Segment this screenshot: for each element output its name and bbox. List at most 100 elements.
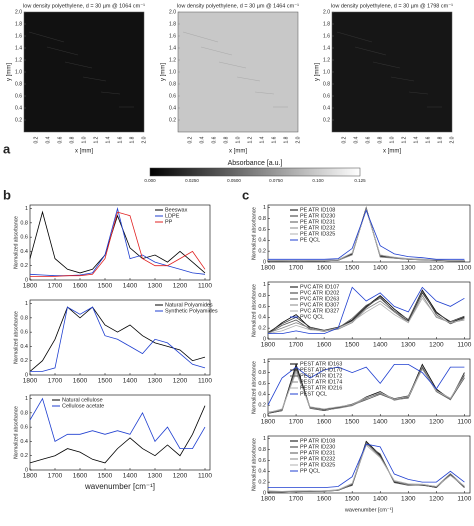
y-tick-label: 0.8 xyxy=(15,81,22,87)
y-tick-label: 0.6 xyxy=(20,425,28,431)
y-tick-label: 1.4 xyxy=(169,45,176,51)
colorbar-tick: 0.100 xyxy=(312,178,324,183)
x-tick-label: 1.6 xyxy=(117,136,123,143)
x-axis-label: x [mm] xyxy=(75,149,93,155)
y-tick-label: 0.6 xyxy=(323,93,330,99)
plot-frame xyxy=(267,204,471,263)
y-tick-label: 1 xyxy=(263,359,266,365)
y-axis-label: Normalized absorbance xyxy=(13,311,19,364)
x-tick-label: 1400 xyxy=(373,342,388,349)
x-tick-label: 1300 xyxy=(401,496,416,503)
y-axis-label: Normalized absorbance xyxy=(251,438,257,491)
spectrum-line xyxy=(30,306,206,372)
x-tick-label: 0.8 xyxy=(69,136,75,143)
spectrum-line xyxy=(268,440,465,493)
x-tick-label: 1200 xyxy=(173,378,188,385)
legend-label: PE QCL xyxy=(300,237,320,243)
y-tick-label: 0 xyxy=(263,490,266,496)
x-tick-label: 1500 xyxy=(98,283,113,290)
x-tick-label: 0.4 xyxy=(353,136,359,143)
y-tick-label: 0.8 xyxy=(258,216,266,222)
y-tick-label: 0.8 xyxy=(20,315,28,321)
x-tick-label: 1500 xyxy=(345,265,360,272)
spectrum-line xyxy=(268,209,465,260)
y-tick-label: 0.4 xyxy=(20,344,28,350)
plot-frame xyxy=(267,435,471,494)
x-tick-label: 1600 xyxy=(317,419,332,426)
legend-label: PE ATR ID230 xyxy=(300,213,335,219)
spectrum-line xyxy=(267,443,465,493)
image-texture xyxy=(82,76,107,82)
legend-label: PVC QCL xyxy=(300,314,324,320)
x-tick-label: 2.0 xyxy=(449,136,455,143)
y-tick-label: 0 xyxy=(263,259,266,265)
y-axis-label: Normalized absorbance xyxy=(13,406,19,459)
x-tick-label: 1.4 xyxy=(259,136,265,143)
y-tick-label: 0 xyxy=(263,336,266,342)
spectrum-line xyxy=(267,297,465,334)
x-tick-label: 1400 xyxy=(123,473,138,480)
x-tick-label: 1800 xyxy=(23,473,38,480)
y-tick-label: 0.2 xyxy=(20,263,28,269)
x-axis-label: wavenumber [cm⁻¹] xyxy=(84,482,155,491)
legend-label: PVC ATR ID307 xyxy=(300,302,339,308)
y-tick-label: 0.4 xyxy=(20,439,28,445)
y-tick-label: 1.0 xyxy=(323,69,330,75)
y-tick-label: 1.8 xyxy=(323,21,330,27)
legend-label: Natural Polyamides xyxy=(165,302,213,308)
image-title: low density polyethylene, d = 30 µm @ 10… xyxy=(23,3,145,9)
spectrum-line xyxy=(267,364,465,406)
y-tick-label: 0.6 xyxy=(15,93,22,99)
colorbar-tick: 0.0250 xyxy=(185,178,199,183)
legend-label: PE ATR ID232 xyxy=(300,225,335,231)
x-tick-label: 1500 xyxy=(345,419,360,426)
x-axis-label: wavenumber [cm⁻¹] xyxy=(344,507,394,513)
y-tick-label: 1.4 xyxy=(323,45,330,51)
y-axis-label: Normalized absorbance xyxy=(251,207,257,260)
y-tick-label: 1.0 xyxy=(169,69,176,75)
y-tick-label: 1 xyxy=(263,282,266,288)
spectrum-line xyxy=(267,444,465,492)
legend-label: Natural cellulose xyxy=(62,397,103,403)
y-axis-label: Normalized absorbance xyxy=(251,361,257,414)
y-tick-label: 0.6 xyxy=(258,304,266,310)
y-tick-label: 0.8 xyxy=(20,220,28,226)
image-title: low density polyethylene, d = 30 µm @ 17… xyxy=(331,3,453,9)
x-tick-label: 1600 xyxy=(73,283,88,290)
colorbar-tick: 0.000 xyxy=(144,178,156,183)
x-tick-label: 1600 xyxy=(73,378,88,385)
x-tick-label: 1500 xyxy=(345,496,360,503)
x-tick-label: 1300 xyxy=(401,419,416,426)
y-tick-label: 0.4 xyxy=(258,469,266,475)
panel-label: c xyxy=(242,187,249,202)
colorbar-tick: 0.0500 xyxy=(227,178,241,183)
x-tick-label: 1.6 xyxy=(271,136,277,143)
y-tick-label: 1 xyxy=(25,396,28,402)
spectrum-line xyxy=(267,207,465,262)
x-tick-label: 1200 xyxy=(429,496,444,503)
image-texture xyxy=(64,61,93,69)
image-texture xyxy=(236,76,261,82)
y-tick-label: 0.4 xyxy=(15,105,22,111)
spectrum-line xyxy=(29,306,206,372)
image-texture xyxy=(46,46,79,56)
legend-label: PE ATR ID325 xyxy=(300,231,335,237)
x-tick-label: 1.8 xyxy=(283,136,289,143)
x-tick-label: 1100 xyxy=(198,283,212,290)
image-texture xyxy=(372,61,401,69)
colorbar xyxy=(149,167,361,177)
y-axis-label: y [mm] xyxy=(161,63,167,81)
image-texture xyxy=(408,91,429,95)
x-axis-label: x [mm] xyxy=(383,149,401,155)
plot-frame xyxy=(29,204,211,281)
y-tick-label: 0.6 xyxy=(20,330,28,336)
spectrum-line xyxy=(29,207,206,277)
image-texture xyxy=(354,46,387,56)
colorbar-label: Absorbance [a.u.] xyxy=(228,160,283,167)
x-tick-label: 1800 xyxy=(261,342,276,349)
legend-label: Cellulose acetate xyxy=(62,403,104,409)
y-tick-label: 0.4 xyxy=(20,249,28,255)
y-tick-label: 0.2 xyxy=(323,117,330,123)
legend-label: PVC ATR ID327 xyxy=(300,308,339,314)
y-tick-label: 0.2 xyxy=(258,480,266,486)
